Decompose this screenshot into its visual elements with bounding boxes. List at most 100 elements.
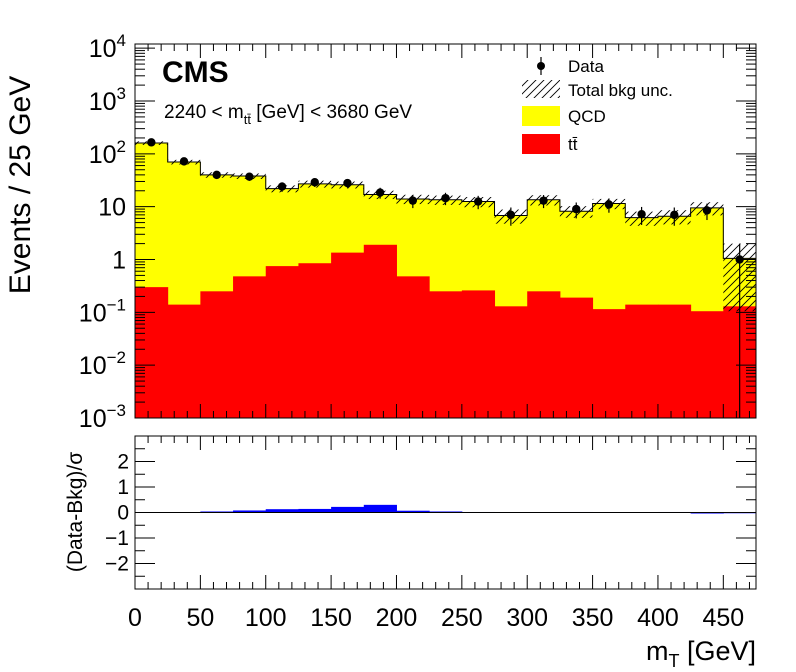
x-axis-title-unit: [GeV] [679,636,756,666]
x-tick-label: 250 [441,604,483,632]
data-point [212,170,221,180]
ttbar-bar [363,244,397,418]
ttbar-bar [200,291,234,418]
data-point [539,196,548,205]
x-tick-label: 0 [128,604,142,632]
ttbar-bar [167,304,201,418]
ttbar-bar [690,311,724,418]
ttbar-bar [559,297,594,418]
ratio-bar [690,512,724,514]
legend-entry-unc: Total bkg unc. [522,80,673,100]
ratio-bar [200,511,234,513]
data-point [670,210,679,220]
y-tick-label: 10 [98,194,126,222]
main-axis-ticks [134,44,756,419]
y-tick-label: 1 [112,247,126,275]
y-tick-label: 10−2 [79,348,126,380]
ratio-y-tick-label: −2 [105,553,129,576]
legend: Data Total bkg unc. QCD tt̄ [522,57,673,154]
ttbar-bar [233,276,267,418]
ratio-bar [298,508,332,513]
legend-unc-swatch [522,80,560,98]
ttbar-bar [527,291,561,418]
ratio-bar [233,510,267,513]
ttbar-bar [429,291,463,418]
legend-data-marker [537,62,545,70]
x-tick-label: 350 [572,604,614,632]
main-plot-area [135,138,757,419]
legend-qcd-label: QCD [568,107,606,126]
selection-label-subscript: tt̄ [244,112,252,127]
data-point [441,193,450,203]
y-tick-label: 104 [89,31,126,63]
x-tick-label: 300 [506,604,548,632]
legend-ttbar-swatch [522,134,560,154]
x-tick-label: 200 [376,604,418,632]
x-tick-label: 150 [310,604,352,632]
ratio-y-tick-label: 2 [117,451,129,474]
ratio-y-tick-labels: −2 −10 12 [105,451,129,576]
legend-entry-data: Data [537,57,604,76]
y-axis-title: Events / 25 GeV [4,76,37,294]
y-tick-label: 10−3 [79,401,126,433]
selection-label-suffix: [GeV] < 3680 GeV [251,102,412,123]
data-point [572,204,581,214]
ttbar-bar [331,252,365,418]
data-point [408,196,418,205]
data-point [375,188,385,197]
x-axis-title: mT [GeV] [646,636,756,671]
data-point [343,178,352,188]
data-point [604,200,614,209]
ttbar-bar [396,276,430,418]
ttbar-bar [494,306,528,418]
ttbar-bar [461,290,496,418]
ttbar-bar [657,304,692,418]
main-y-tick-labels: 10−3 10−2 10−1 1 10 102 103 104 [79,31,126,433]
selection-label-prefix: 2240 < m [164,102,244,123]
ratio-y-tick-label: 0 [117,502,129,525]
x-tick-label: 400 [637,604,679,632]
x-tick-labels: 0 50 100 150 200 250 300 350 400 450 [128,604,744,632]
y-tick-label: 10−1 [79,295,126,327]
legend-data-label: Data [568,57,604,76]
ratio-bar [429,511,463,513]
legend-qcd-swatch [522,106,560,126]
data-point [310,178,319,187]
ttbar-bar [298,263,332,418]
main-frame [134,43,757,419]
experiment-label: CMS [162,56,229,89]
legend-entry-ttbar: tt̄ [522,134,578,154]
data-point [245,172,254,181]
selection-label: 2240 < mtt̄ [GeV] < 3680 GeV [164,102,412,127]
ratio-bar [265,509,299,513]
ratio-plot-area [135,504,757,514]
y-tick-label: 103 [89,84,126,116]
data-point [147,138,156,147]
data-point [702,206,712,215]
legend-unc-label: Total bkg unc. [568,81,673,100]
legend-entry-qcd: QCD [522,106,606,126]
ratio-axis-ticks [134,435,756,590]
legend-ttbar-label: tt̄ [568,135,578,154]
data-point [473,197,483,206]
ttbar-bar [592,309,626,418]
x-tick-label: 450 [702,604,744,632]
y-tick-label: 102 [89,137,126,169]
x-tick-label: 100 [245,604,287,632]
x-axis-title-subscript: T [668,651,679,671]
data-point [506,210,516,220]
ratio-y-tick-label: −1 [105,527,129,550]
main-panel: 10−3 10−2 10−1 1 10 102 103 104 Events / 25 GeV… [4,31,757,433]
ratio-bar [396,510,430,513]
ratio-bar [331,506,365,513]
ratio-y-axis-title: (Data-Bkg)/σ [64,452,87,572]
ratio-y-tick-label: 1 [117,476,129,499]
data-point [179,157,189,166]
data-point [637,210,646,219]
ttbar-bar [625,304,659,418]
data-point [277,182,287,191]
x-tick-label: 50 [186,604,214,632]
ttbar-bar [265,266,299,418]
